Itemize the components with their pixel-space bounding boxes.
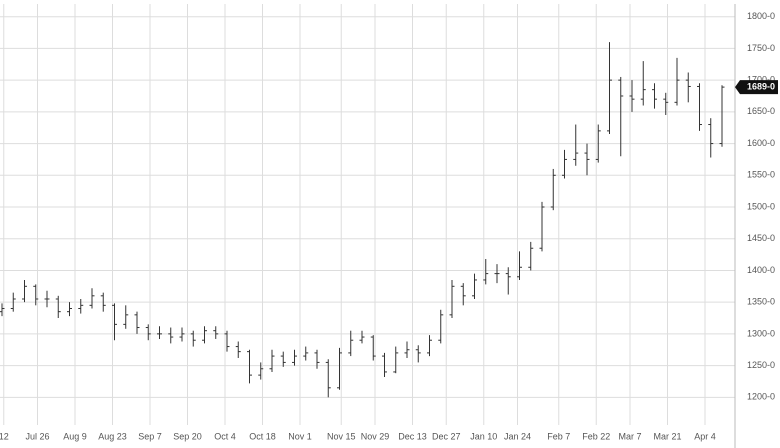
x-tick-label: Nov 15: [327, 431, 356, 441]
x-tick-label: Mar 21: [653, 431, 681, 441]
x-tick-label: Feb 22: [582, 431, 610, 441]
last-price-box: [735, 80, 778, 95]
x-tick-label: Aug 9: [63, 431, 87, 441]
x-tick-label: Apr 4: [694, 431, 716, 441]
y-tick-label: 1800-0: [747, 11, 775, 21]
last-price-label: 1689-0: [747, 81, 775, 91]
y-tick-label: 1300-0: [747, 328, 775, 338]
y-tick-label: 1400-0: [747, 265, 775, 275]
x-tick-label: 12: [0, 431, 9, 441]
x-tick-label: Nov 29: [361, 431, 390, 441]
y-tick-label: 1550-0: [747, 170, 775, 180]
x-tick-label: Feb 7: [547, 431, 570, 441]
y-tick-label: 1500-0: [747, 201, 775, 211]
y-tick-label: 1650-0: [747, 106, 775, 116]
x-tick-label: Dec 27: [432, 431, 461, 441]
x-tick-label: Sep 20: [173, 431, 202, 441]
x-tick-label: Jul 26: [25, 431, 49, 441]
x-tick-label: Nov 1: [288, 431, 312, 441]
x-tick-label: Oct 4: [214, 431, 236, 441]
x-tick-label: Dec 13: [398, 431, 427, 441]
y-tick-label: 1200-0: [747, 392, 775, 402]
x-tick-label: Aug 23: [98, 431, 127, 441]
y-tick-label: 1450-0: [747, 233, 775, 243]
y-tick-label: 1700-0: [747, 75, 775, 85]
y-tick-label: 1750-0: [747, 43, 775, 53]
x-tick-label: Mar 7: [618, 431, 641, 441]
y-tick-label: 1250-0: [747, 360, 775, 370]
x-tick-label: Sep 7: [138, 431, 162, 441]
x-tick-label: Jan 10: [470, 431, 497, 441]
y-tick-label: 1350-0: [747, 297, 775, 307]
x-tick-label: Jan 24: [504, 431, 531, 441]
y-tick-label: 1600-0: [747, 138, 775, 148]
x-tick-label: Oct 18: [249, 431, 276, 441]
